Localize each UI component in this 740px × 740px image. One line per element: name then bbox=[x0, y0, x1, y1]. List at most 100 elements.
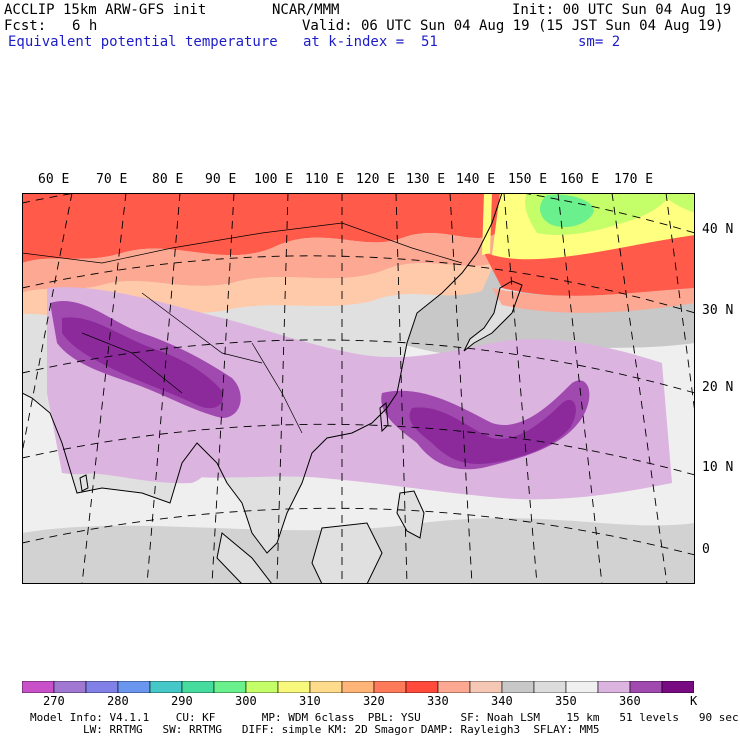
colorbar-swatch bbox=[565, 681, 599, 693]
graticule bbox=[22, 193, 695, 584]
field-name: Equivalent potential temperature bbox=[8, 34, 278, 50]
colorbar-swatch bbox=[437, 681, 471, 693]
lon-label: 130 E bbox=[406, 172, 446, 187]
lime-corner bbox=[662, 193, 695, 213]
lon-label: 110 E bbox=[305, 172, 345, 187]
warm-band-salmon bbox=[22, 233, 497, 293]
dark-purple-india bbox=[62, 317, 224, 409]
colorbar-swatch bbox=[85, 681, 119, 693]
longitude-line-70 bbox=[81, 193, 127, 584]
lat-label: 30 N bbox=[702, 303, 734, 318]
yellow-strip bbox=[482, 193, 492, 255]
lon-label: 140 E bbox=[456, 172, 496, 187]
colorbar-label: 340 bbox=[491, 694, 513, 708]
warm-band-east-salmon bbox=[492, 288, 695, 313]
land-philippines bbox=[397, 491, 424, 538]
colorbar-swatch bbox=[661, 681, 694, 693]
level-label: at k-index = 51 bbox=[303, 34, 438, 50]
longitude-line-150 bbox=[557, 193, 603, 584]
colorbar-swatch bbox=[181, 681, 215, 693]
coastline-philippines bbox=[396, 490, 425, 539]
lon-label: 70 E bbox=[96, 172, 128, 187]
green-field bbox=[540, 194, 594, 228]
lon-label: 60 E bbox=[38, 172, 70, 187]
latitude-line-20 bbox=[22, 339, 695, 394]
lon-label: 90 E bbox=[205, 172, 237, 187]
longitude-line-100 bbox=[276, 193, 289, 584]
model-info-line2: LW: RRTMG SW: RRTMG DIFF: simple KM: 2D … bbox=[30, 723, 600, 736]
colorbar-swatch bbox=[341, 681, 375, 693]
fcst-value: 6 h bbox=[72, 18, 98, 34]
colorbar-swatch bbox=[629, 681, 663, 693]
colorbar bbox=[22, 681, 694, 693]
colorbar-label: 270 bbox=[43, 694, 65, 708]
longitude-line-130 bbox=[449, 193, 473, 584]
lon-label: 150 E bbox=[508, 172, 548, 187]
lat-label: 20 N bbox=[702, 380, 734, 395]
lon-label: 100 E bbox=[254, 172, 294, 187]
latitude-line-30 bbox=[22, 255, 695, 314]
colorbar-swatch bbox=[213, 681, 247, 693]
colorbar-label: 300 bbox=[235, 694, 257, 708]
coastline-japan bbox=[463, 280, 523, 352]
coastline-taiwan bbox=[379, 402, 389, 433]
colorbar-swatch bbox=[245, 681, 279, 693]
coastline-srilanka bbox=[79, 474, 89, 492]
lat-label: 40 N bbox=[702, 222, 734, 237]
colorbar-label: 290 bbox=[171, 694, 193, 708]
latitude-line-10 bbox=[22, 423, 695, 476]
colorbar-label: 360 bbox=[619, 694, 641, 708]
colorbar-swatch bbox=[469, 681, 503, 693]
valid-time: Valid: 06 UTC Sun 04 Aug 19 (15 JST Sun … bbox=[302, 18, 724, 34]
latitude-line-40 bbox=[22, 193, 695, 234]
longitude-line-160 bbox=[611, 193, 668, 584]
colorbar-swatch bbox=[277, 681, 311, 693]
init-time: Init: 00 UTC Sun 04 Aug 19 bbox=[512, 2, 732, 18]
map-frame bbox=[22, 193, 695, 584]
latitude-line-0 bbox=[22, 507, 695, 556]
model-title: ACCLIP 15km ARW-GFS init bbox=[4, 2, 207, 18]
colorbar-swatch bbox=[597, 681, 631, 693]
colorbar-swatch bbox=[149, 681, 183, 693]
lat-label: 10 N bbox=[702, 460, 734, 475]
smooth-label: sm= 2 bbox=[578, 34, 621, 50]
longitude-line-170 bbox=[665, 193, 695, 414]
longitude-line-140 bbox=[503, 193, 538, 584]
model-info-line1: Model Info: V4.1.1 CU: KF MP: WDM 6class… bbox=[30, 711, 739, 724]
lon-label: 120 E bbox=[356, 172, 396, 187]
lon-label: 80 E bbox=[152, 172, 184, 187]
colorbar-swatch bbox=[533, 681, 567, 693]
colorbar-label: 310 bbox=[299, 694, 321, 708]
longitude-line-60 bbox=[22, 193, 73, 454]
colorbar-swatch bbox=[309, 681, 343, 693]
colorbar-label: 350 bbox=[555, 694, 577, 708]
dark-purple-pacific bbox=[409, 399, 576, 464]
coastline-asia bbox=[22, 193, 503, 554]
longitude-line-120 bbox=[395, 193, 408, 584]
colorbar-swatch bbox=[117, 681, 151, 693]
lon-label: 170 E bbox=[614, 172, 654, 187]
equivalent-potential-temperature-map bbox=[22, 193, 695, 584]
land-sumatra bbox=[217, 533, 272, 584]
longitude-line-90 bbox=[211, 193, 235, 584]
colorbar-unit: K bbox=[690, 694, 698, 708]
colorbar-swatch bbox=[22, 681, 55, 693]
colorbar-label: 330 bbox=[427, 694, 449, 708]
coastline-borneo bbox=[311, 522, 383, 584]
center-label: NCAR/MMM bbox=[272, 2, 340, 18]
border-lines bbox=[22, 222, 463, 434]
colorbar-swatch bbox=[53, 681, 87, 693]
warm-band-east-red bbox=[484, 233, 695, 296]
colorbar-label: 280 bbox=[107, 694, 129, 708]
land-borneo bbox=[312, 523, 382, 584]
lon-label: 160 E bbox=[560, 172, 600, 187]
colorbar-label: 320 bbox=[363, 694, 385, 708]
warm-band-red bbox=[22, 193, 502, 263]
coastline-sumatra bbox=[216, 532, 273, 584]
lat-label: 0 bbox=[702, 542, 710, 557]
colorbar-swatch bbox=[405, 681, 439, 693]
colorbar-swatch bbox=[501, 681, 535, 693]
lavender-patch-west bbox=[72, 439, 206, 484]
colorbar-swatch bbox=[373, 681, 407, 693]
fcst-label: Fcst: bbox=[4, 18, 47, 34]
